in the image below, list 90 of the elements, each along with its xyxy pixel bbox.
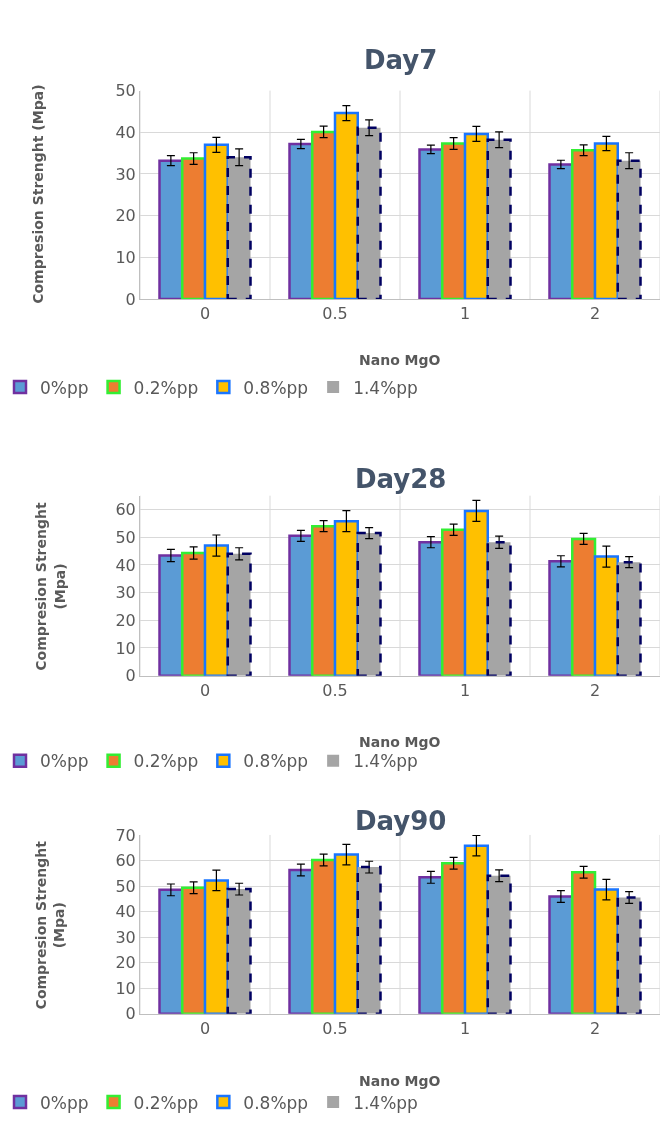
bar [593,142,619,300]
y-tick-label: 30 [115,927,136,947]
bar [311,524,337,676]
y-tick-label: 60 [115,851,136,871]
bar [463,509,489,676]
bar [463,132,489,300]
bar [288,868,314,1014]
y-tick-label: 40 [115,555,136,575]
bar [593,888,619,1014]
y-tick-label: 0 [125,666,136,686]
y-tick-label: 60 [115,500,136,520]
y-tick-label: 50 [115,81,136,101]
bar [571,148,597,300]
bar [593,555,619,676]
chart-title: Day28 [355,464,447,494]
legend-label: 0.8%pp [243,377,309,398]
x-tick-label: 1 [459,680,471,700]
y-tick-label: 0 [125,289,136,309]
x-axis-title: Nano MgO [359,1073,441,1089]
bar [418,876,444,1014]
y-tick-label: 30 [115,583,136,603]
y-tick-label: 10 [115,978,136,998]
legend-label: 1.4%pp [353,377,418,398]
x-tick-label: 0.5 [322,1019,348,1039]
legend-label: 0.2%pp [133,751,199,772]
bar [311,858,337,1014]
legend-label: 0.8%pp [243,1092,309,1113]
legend-label: 1.4%pp [353,751,418,772]
bar [571,870,597,1014]
x-axis-title: Nano MgO [359,734,441,750]
y-axis-title: Compresion Strenght (Mpa) [33,502,68,671]
x-tick-label: 1 [459,1019,471,1039]
x-tick-label: 0.5 [322,680,348,700]
chart-title: Day7 [364,45,438,75]
bar [548,895,574,1014]
bar [333,111,359,300]
y-tick-label: 30 [115,164,136,184]
bar [548,163,574,300]
bar [418,148,444,300]
bar [181,157,207,300]
y-tick-label: 20 [115,953,136,973]
y-tick-label: 40 [115,122,136,142]
bar [203,879,229,1014]
legend-label: 0%pp [40,751,89,772]
bar [441,528,467,676]
legend-label: 0%pp [40,1092,89,1113]
y-tick-label: 20 [115,206,136,226]
bar [418,540,444,676]
bar [288,534,314,676]
x-tick-label: 0 [199,304,211,324]
bar [203,544,229,676]
y-tick-label: 0 [125,1004,136,1024]
bar [441,142,467,300]
x-tick-label: 2 [589,304,601,324]
legend-label: 0.2%pp [133,1092,199,1113]
x-tick-label: 0.5 [322,304,348,324]
y-axis-title: Compresion Strenght (Mpa) [30,84,47,304]
bar [203,143,229,300]
bar [571,537,597,676]
x-axis-title: Nano MgO [359,352,441,368]
legend-label: 0.8%pp [243,751,309,772]
bar [311,130,337,300]
bar [463,844,489,1014]
bar [333,519,359,676]
x-tick-label: 2 [589,1019,601,1039]
bar [333,853,359,1014]
x-tick-label: 0 [199,1019,211,1039]
bar [158,554,184,676]
legend-label: 0%pp [40,377,89,398]
y-tick-label: 50 [115,527,136,547]
bar [441,862,467,1014]
y-tick-label: 70 [115,825,136,845]
legend-label: 0.2%pp [133,377,199,398]
legend-label: 1.4%pp [353,1092,418,1113]
y-tick-label: 10 [115,638,136,658]
x-tick-label: 2 [589,680,601,700]
chart-title: Day90 [355,806,447,836]
y-tick-label: 50 [115,876,136,896]
bar [158,888,184,1014]
bar [158,159,184,300]
bar [181,551,207,676]
bar [288,142,314,300]
bar [181,886,207,1014]
y-tick-label: 10 [115,247,136,267]
x-tick-label: 0 [199,680,211,700]
y-tick-label: 20 [115,610,136,630]
y-axis-title: Compresion Strenght (Mpa) [32,840,67,1010]
x-tick-label: 1 [459,304,471,324]
bar [548,560,574,676]
y-tick-label: 40 [115,902,136,922]
